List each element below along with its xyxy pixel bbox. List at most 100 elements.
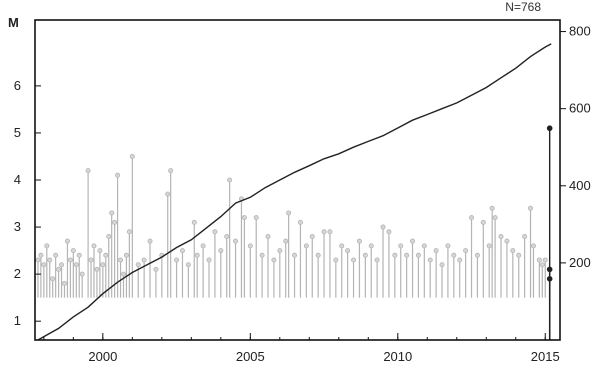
event-point	[115, 172, 121, 178]
event-point	[451, 252, 457, 258]
stems-layer	[35, 125, 553, 340]
event-point	[200, 243, 206, 249]
event-point	[283, 238, 289, 244]
event-point	[47, 257, 53, 263]
event-point	[542, 257, 548, 263]
event-point	[546, 276, 553, 282]
event-point	[480, 219, 486, 225]
x-tick-label: 2010	[383, 349, 412, 364]
event-point	[67, 257, 73, 263]
event-point	[141, 257, 147, 263]
event-point	[457, 257, 463, 263]
y-left-tick-label: 3	[14, 219, 21, 234]
event-point	[76, 252, 82, 258]
event-point	[398, 243, 404, 249]
event-point	[109, 210, 115, 216]
event-point	[265, 233, 271, 239]
event-point	[303, 243, 309, 249]
event-point	[486, 243, 492, 249]
event-point	[120, 271, 126, 277]
event-point	[489, 205, 495, 211]
event-point	[100, 262, 106, 268]
event-point	[327, 229, 333, 235]
event-point	[247, 243, 253, 249]
event-point	[106, 233, 112, 239]
event-point	[218, 248, 224, 254]
y-right-tick-label: 800	[569, 24, 591, 39]
event-point	[73, 262, 79, 268]
event-point	[516, 252, 522, 258]
event-point	[309, 233, 315, 239]
event-point	[421, 243, 427, 249]
count-annotation: N=768	[505, 0, 541, 14]
cumulative-layer	[37, 43, 552, 341]
axes-layer: 1 2 3 4 5 6 200 400 600 800 2000 2005 2010 2015	[14, 24, 591, 364]
event-point	[539, 262, 545, 268]
event-point	[362, 252, 368, 258]
event-point	[135, 262, 141, 268]
event-point	[91, 243, 97, 249]
event-point	[129, 153, 135, 159]
y-left-tick-label: 4	[14, 172, 21, 187]
event-point	[194, 252, 200, 258]
event-point	[241, 215, 247, 221]
event-point	[492, 215, 498, 221]
event-point	[474, 252, 480, 258]
event-point	[103, 252, 109, 258]
cumulative-count-line	[37, 43, 552, 341]
y-right-tick-label: 400	[569, 178, 591, 193]
event-point	[404, 252, 410, 258]
y-left-tick-label: 2	[14, 266, 21, 281]
event-point	[415, 252, 421, 258]
event-point	[38, 252, 44, 258]
event-point	[185, 262, 191, 268]
event-point	[392, 252, 398, 258]
event-point	[546, 266, 553, 273]
event-point	[50, 276, 56, 282]
event-point	[271, 257, 277, 263]
event-point	[153, 266, 159, 272]
event-point	[168, 168, 174, 174]
event-point	[64, 238, 70, 244]
event-point	[212, 229, 218, 235]
event-point	[445, 243, 451, 249]
event-point	[88, 257, 94, 263]
event-point	[439, 262, 445, 268]
y-axis-left-label: M	[8, 15, 19, 30]
x-tick-label: 2005	[236, 349, 265, 364]
x-tick-label: 2000	[88, 349, 117, 364]
event-point	[368, 243, 374, 249]
event-point	[297, 219, 303, 225]
event-point	[56, 266, 62, 272]
event-point	[315, 252, 321, 258]
event-point	[522, 233, 528, 239]
event-point	[61, 281, 67, 287]
event-point	[126, 229, 132, 235]
event-point	[528, 205, 534, 211]
event-point	[321, 229, 327, 235]
event-point	[546, 125, 553, 132]
event-point	[35, 257, 41, 263]
event-point	[504, 238, 510, 244]
event-point	[41, 262, 47, 268]
plot-frame	[34, 19, 561, 341]
event-point	[292, 252, 298, 258]
event-point	[356, 238, 362, 244]
event-point	[463, 248, 469, 254]
event-point	[123, 252, 129, 258]
event-point	[165, 191, 171, 197]
x-tick-label: 2015	[531, 349, 560, 364]
y-right-tick-label: 200	[569, 255, 591, 270]
event-point	[44, 243, 50, 249]
event-point	[94, 266, 100, 272]
event-point	[530, 243, 536, 249]
event-point	[233, 238, 239, 244]
event-point	[277, 248, 283, 254]
event-point	[85, 168, 91, 174]
event-point	[191, 219, 197, 225]
event-point	[333, 257, 339, 263]
event-point	[59, 262, 65, 268]
y-left-tick-label: 6	[14, 78, 21, 93]
event-point	[386, 229, 392, 235]
event-point	[259, 252, 265, 258]
